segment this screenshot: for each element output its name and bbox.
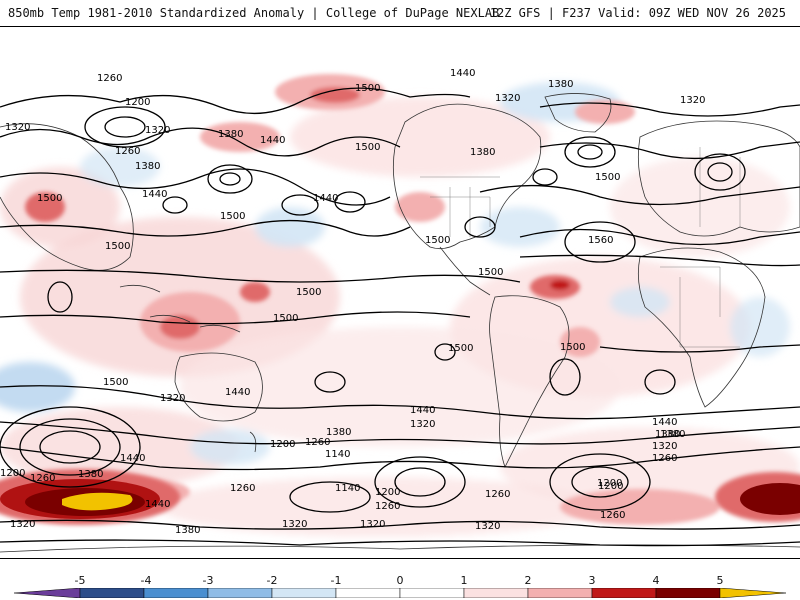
colorbar-segment — [143, 588, 209, 598]
contour-label: 1380 — [78, 469, 103, 480]
contour-label: 1320 — [145, 125, 170, 136]
contour-label: 1380 — [218, 129, 243, 140]
colorbar-segment — [335, 588, 401, 598]
contour-label: 1440 — [313, 193, 338, 204]
colorbar-tick: 5 — [716, 574, 724, 587]
colorbar-tick: 1 — [460, 574, 468, 587]
colorbar-tick: -2 — [266, 574, 278, 587]
contour-label: 1440 — [450, 68, 475, 79]
colorbar-segment — [79, 588, 145, 598]
contour-label: 1260 — [652, 453, 677, 464]
colorbar-tick: 2 — [524, 574, 532, 587]
contour-label: 1380 — [135, 161, 160, 172]
colorbar-tick-labels: -5 -4 -3 -2 -1 0 1 2 3 4 5 — [0, 574, 800, 588]
colorbar-tick: -5 — [74, 574, 86, 587]
colorbar-segment — [719, 588, 786, 598]
contour-label: 1500 — [355, 83, 380, 94]
contour-label: 1260 — [97, 73, 122, 84]
contour-label: 1440 — [142, 189, 167, 200]
colorbar-tick: -1 — [330, 574, 342, 587]
contour-label: 1260 — [115, 146, 140, 157]
contour-label: 1200 — [125, 97, 150, 108]
contour-label: 1140 — [325, 449, 350, 460]
contour-label: 1380 — [326, 427, 351, 438]
colorbar-segment — [591, 588, 657, 598]
extreme-anomaly-shading — [0, 469, 800, 525]
contour-label: 1380 — [548, 79, 573, 90]
height-contours — [0, 87, 800, 547]
contour-label: 1440 — [410, 405, 435, 416]
model-run-info: 12Z GFS | F237 Valid: 09Z WED NOV 26 202… — [489, 6, 786, 20]
contour-label: 1200 — [270, 439, 295, 450]
contour-label: 1500 — [560, 342, 585, 353]
contour-label: 1320 — [410, 419, 435, 430]
map-canvas: 1260 1200 1320 1260 1380 1440 1500 1320 … — [0, 68, 800, 553]
colorbar-tick: -4 — [140, 574, 152, 587]
contour-label: 1440 — [260, 135, 285, 146]
contour-label: 1260 — [375, 501, 400, 512]
contour-label: 1140 — [335, 483, 360, 494]
colorbar-tick: -3 — [202, 574, 214, 587]
contour-label: 1320 — [475, 521, 500, 532]
colorbar-segment — [271, 588, 337, 598]
contour-label: 1380 — [655, 429, 680, 440]
contour-labels: 1260 1200 1320 1260 1380 1440 1500 1320 … — [0, 68, 705, 536]
contour-label: 1560 — [588, 235, 613, 246]
contour-label: 1320 — [360, 519, 385, 530]
contour-label: 1440 — [145, 499, 170, 510]
contour-label: 1500 — [595, 172, 620, 183]
map-title: 850mb Temp 1981-2010 Standardized Anomal… — [8, 6, 500, 20]
colorbar-segment — [655, 588, 721, 598]
contour-label: 1500 — [105, 241, 130, 252]
anomaly-map: 1260 1200 1320 1260 1380 1440 1500 1320 … — [0, 26, 800, 559]
colorbar-segment — [527, 588, 593, 598]
contour-label: 1500 — [478, 267, 503, 278]
contour-label: 1500 — [273, 313, 298, 324]
contour-label: 1500 — [37, 193, 62, 204]
colorbar — [14, 588, 786, 598]
contour-label: 1500 — [425, 235, 450, 246]
contour-label: 1500 — [355, 142, 380, 153]
contour-label: 1440 — [225, 387, 250, 398]
contour-label: 1500 — [220, 211, 245, 222]
contour-label: 1200 — [375, 487, 400, 498]
contour-label: 1200 — [0, 468, 25, 479]
contour-label: 1500 — [448, 343, 473, 354]
contour-label: 1320 — [160, 393, 185, 404]
contour-label: 1320 — [680, 95, 705, 106]
contour-label: 1200 — [597, 478, 622, 489]
contour-label: 1260 — [305, 437, 330, 448]
contour-label: 1200 — [598, 481, 623, 492]
contour-label: 1320 — [495, 93, 520, 104]
contour-label: 1320 — [5, 122, 30, 133]
colorbar-tick: 4 — [652, 574, 660, 587]
contour-label: 1500 — [103, 377, 128, 388]
contour-label: 1500 — [296, 287, 321, 298]
contour-label: 1380 — [660, 429, 685, 440]
contour-label: 1380 — [175, 525, 200, 536]
colorbar-tick: 0 — [396, 574, 404, 587]
colorbar-segment — [207, 588, 273, 598]
colorbar-segment — [399, 588, 465, 598]
contour-label: 1380 — [470, 147, 495, 158]
contour-label: 1440 — [652, 417, 677, 428]
contour-label: 1440 — [120, 453, 145, 464]
contour-label: 1320 — [652, 441, 677, 452]
contour-label: 1260 — [30, 473, 55, 484]
contour-label: 1260 — [600, 510, 625, 521]
colorbar-tick: 3 — [588, 574, 596, 587]
contour-label: 1260 — [485, 489, 510, 500]
colorbar-segment — [14, 588, 81, 598]
colorbar-segment — [463, 588, 529, 598]
contour-label: 1320 — [282, 519, 307, 530]
contour-label: 1260 — [230, 483, 255, 494]
contour-label: 1320 — [10, 519, 35, 530]
